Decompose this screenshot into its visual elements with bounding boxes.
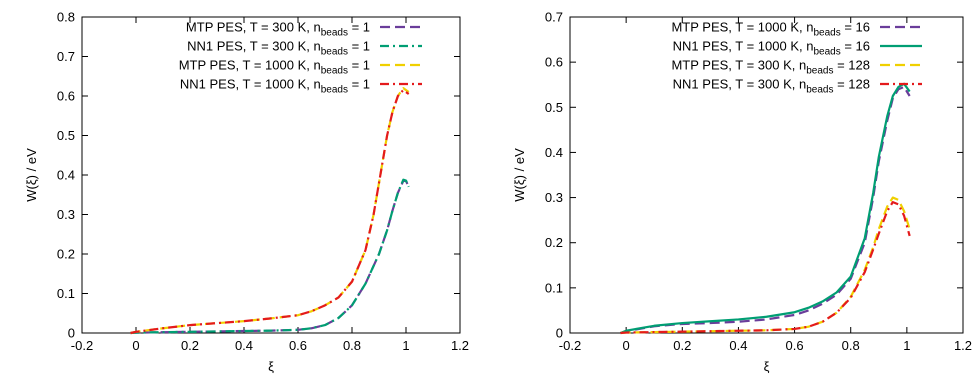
y-tick-label: 0.5 — [545, 100, 563, 115]
series-line-2 — [620, 82, 911, 335]
y-tick-label: 0.3 — [57, 207, 75, 222]
y-tick-label: 0.6 — [545, 55, 563, 70]
legend-entry-label: NN1 PES, T = 300 K, nbeads = 1 — [187, 39, 370, 58]
legend-entry-label: MTP PES, T = 300 K, nbeads = 1 — [186, 20, 370, 39]
x-tick-label: 0.6 — [289, 338, 307, 353]
legend-entry-label: NN1 PES, T = 1000 K, nbeads = 16 — [673, 39, 870, 58]
x-tick-label: 0.6 — [786, 338, 804, 353]
x-tick-label: 0 — [623, 338, 630, 353]
x-tick-label: 1 — [402, 338, 409, 353]
x-axis-label: ξ — [764, 359, 770, 374]
x-tick-label: 0.2 — [181, 338, 199, 353]
y-tick-label: 0.4 — [57, 168, 75, 183]
y-tick-label: 0.2 — [57, 247, 75, 262]
x-tick-label: 1.2 — [451, 338, 469, 353]
y-tick-label: 0.7 — [57, 49, 75, 64]
y-tick-label: 0.7 — [545, 10, 563, 25]
x-tick-label: 0.8 — [842, 338, 860, 353]
series-line-1 — [620, 85, 911, 335]
x-tick-label: 0.4 — [729, 338, 747, 353]
legend-entry-label: MTP PES, T = 1000 K, nbeads = 1 — [179, 58, 370, 77]
x-tick-label: 0.2 — [673, 338, 691, 353]
y-tick-label: 0.1 — [57, 286, 75, 301]
y-tick-label: 0.2 — [545, 235, 563, 250]
legend-entry-label: NN1 PES, T = 300 K, nbeads = 128 — [673, 77, 870, 96]
y-tick-label: 0.3 — [545, 190, 563, 205]
y-tick-label: 0.1 — [545, 280, 563, 295]
y-tick-label: 0.6 — [57, 89, 75, 104]
legend-entry-label: MTP PES, T = 300 K, nbeads = 128 — [671, 58, 870, 77]
chart-panel-1: -0.2 0 0.2 0.4 0.6 0.8 1 1.200.10.20.30.40.50.6… — [24, 10, 469, 375]
y-tick-label: 0 — [556, 326, 563, 341]
series-line-3 — [130, 87, 410, 335]
legend-entry-label: NN1 PES, T = 1000 K, nbeads = 1 — [180, 77, 370, 96]
y-axis-label: W(ξ) / eV — [24, 148, 39, 202]
x-tick-label: 1 — [903, 338, 910, 353]
x-axis-label: ξ — [268, 359, 274, 374]
x-tick-label: -0.2 — [71, 338, 93, 353]
chart-panel-2: -0.2 0 0.2 0.4 0.6 0.8 1 1.200.10.20.30.40.50.6… — [512, 10, 972, 375]
plot-frame — [569, 16, 964, 334]
x-tick-label: 0.8 — [343, 338, 361, 353]
series-line-3 — [620, 196, 911, 335]
legend-entry-label: MTP PES, T = 1000 K, nbeads = 16 — [671, 20, 870, 39]
y-tick-label: 0.4 — [545, 145, 563, 160]
y-tick-label: 0.5 — [57, 128, 75, 143]
x-tick-label: 1.2 — [954, 338, 972, 353]
series-line-4 — [620, 200, 911, 335]
x-tick-label: 0.4 — [235, 338, 253, 353]
y-tick-label: 0 — [68, 326, 75, 341]
x-tick-label: 0 — [132, 338, 139, 353]
series-line-2 — [130, 178, 410, 335]
series-line-1 — [130, 179, 410, 335]
series-line-4 — [130, 88, 410, 335]
x-tick-label: -0.2 — [559, 338, 581, 353]
y-axis-label: W(ξ) / eV — [512, 148, 527, 202]
y-tick-label: 0.8 — [57, 10, 75, 25]
